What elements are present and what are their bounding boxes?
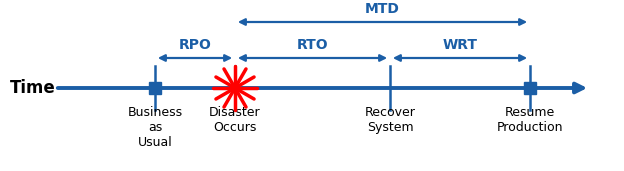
Text: Resume
Production: Resume Production (497, 106, 563, 134)
Text: Disaster
Occurs: Disaster Occurs (209, 106, 261, 134)
Text: Recover
System: Recover System (364, 106, 416, 134)
Text: RPO: RPO (178, 38, 212, 52)
Text: Time: Time (10, 79, 56, 97)
Text: RTO: RTO (296, 38, 328, 52)
Text: MTD: MTD (365, 2, 400, 16)
Text: WRT: WRT (442, 38, 477, 52)
FancyBboxPatch shape (149, 82, 161, 94)
FancyBboxPatch shape (524, 82, 536, 94)
Text: Business
as
Usual: Business as Usual (127, 106, 183, 149)
